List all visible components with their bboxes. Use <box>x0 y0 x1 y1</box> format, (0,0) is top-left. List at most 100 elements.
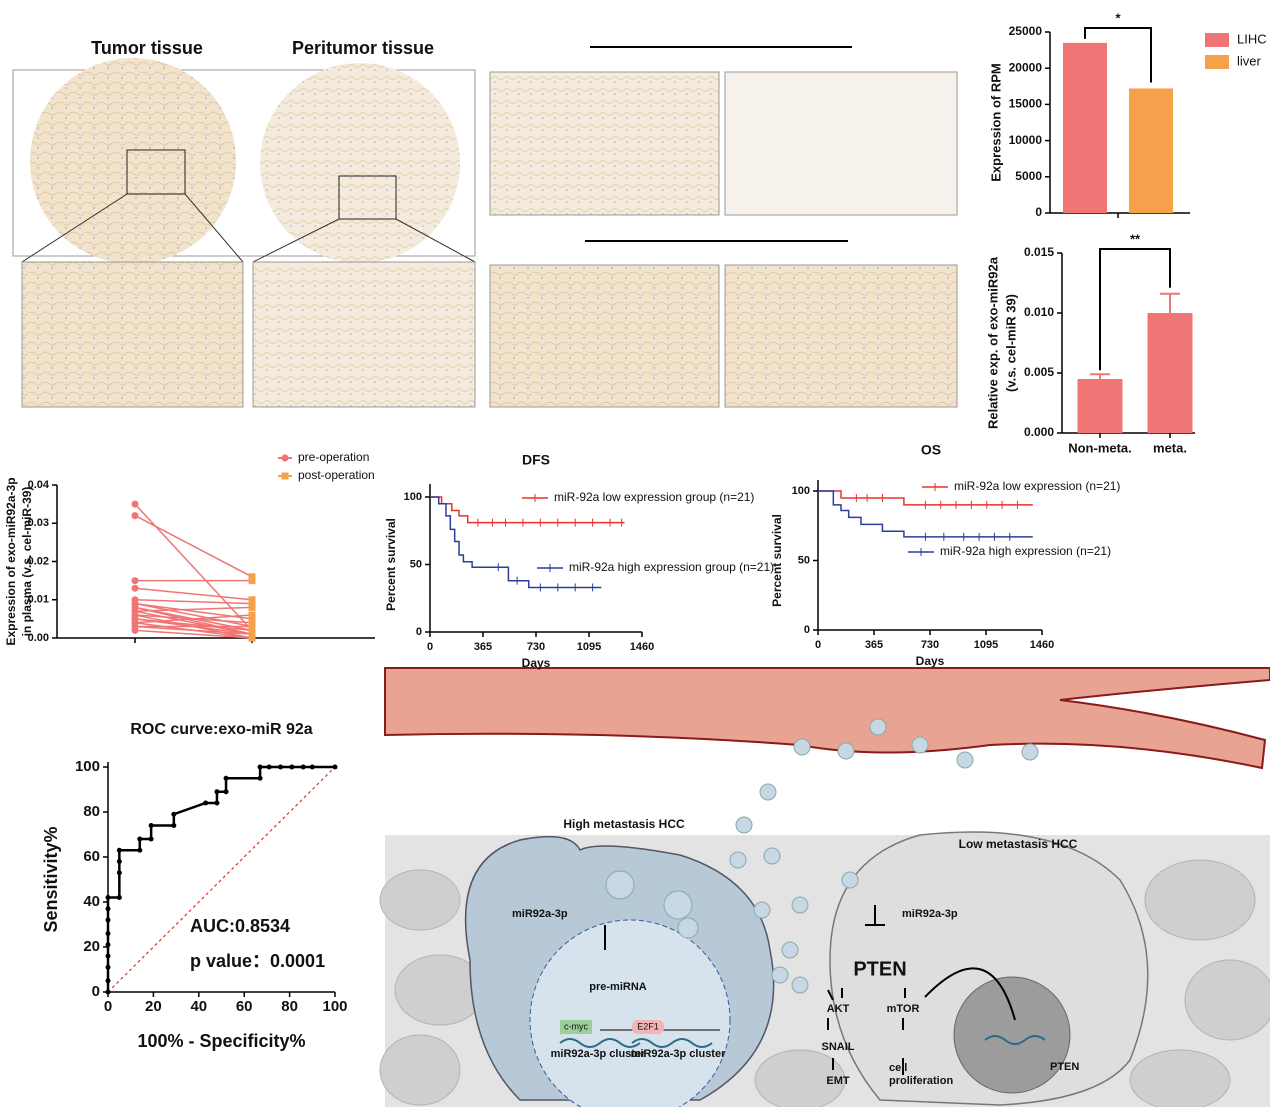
y-tick-label: 100 <box>404 491 422 503</box>
point <box>248 573 256 581</box>
chart-title: OS <box>921 442 941 458</box>
bar <box>1129 88 1173 213</box>
pair-line <box>134 629 253 639</box>
y-tick-label: 5000 <box>1015 169 1042 183</box>
y-tick-label: 50 <box>410 558 422 570</box>
roc-point <box>171 811 177 817</box>
x-tick-label: 40 <box>190 998 207 1015</box>
x-tick-label: 80 <box>281 998 298 1015</box>
point <box>248 630 256 638</box>
x-axis-label: 100% - Specificity% <box>137 1031 305 1051</box>
diagram-label: pre-miRNA <box>589 981 647 993</box>
survival-curve <box>430 496 602 589</box>
roc-point <box>116 847 122 853</box>
y-axis-label: Percent survival <box>770 514 784 607</box>
legend-label: miR-92a high expression group (n=21) <box>569 560 774 574</box>
x-tick-label: 730 <box>527 641 545 653</box>
diagram-label: SNAIL <box>822 1041 855 1053</box>
x-tick-label: 1460 <box>1030 639 1054 651</box>
roc-point <box>214 800 220 806</box>
x-axis-label: Days <box>522 656 551 670</box>
y-axis-label: Sensitivity% <box>41 826 61 932</box>
diagram-label: miR92a-3p cluster <box>631 1048 726 1060</box>
x-tick-label: meta. <box>1153 440 1187 455</box>
pair-line <box>134 599 253 605</box>
legend-label: liver <box>1237 53 1262 68</box>
y-tick-label: 20 <box>83 938 100 955</box>
roc-point <box>203 800 209 806</box>
y-tick-label: 0.01 <box>28 594 49 606</box>
panel-label: Tumor tissue <box>91 38 203 58</box>
y-tick-label: 100 <box>792 485 810 497</box>
y-axis-label: in plasma (v.s. cel-miR-39) <box>20 487 34 637</box>
diagram-label: PTEN <box>1050 1061 1079 1073</box>
diagram-label: c-myc <box>564 1021 588 1031</box>
significance-label: * <box>1115 10 1121 25</box>
roc-point <box>148 836 154 842</box>
chart-title: ROC curve:exo-miR 92a <box>130 721 312 738</box>
nucleus <box>529 919 731 1107</box>
tf-box <box>560 1020 592 1034</box>
legend-label: miR-92a high expression (n=21) <box>940 544 1111 558</box>
diagram <box>379 667 1270 1107</box>
y-tick-label: 20000 <box>1009 60 1043 74</box>
blood-vessel <box>384 667 1270 770</box>
roc-point <box>116 895 122 900</box>
x-tick-label: 365 <box>865 639 883 651</box>
pair-line <box>134 514 253 578</box>
arrows <box>827 1018 904 1075</box>
roc-point <box>116 859 122 864</box>
diagram-label: miR92a-3p <box>902 908 958 920</box>
error-bar <box>1160 292 1180 313</box>
y-tick-label: 25000 <box>1009 24 1043 38</box>
roc-point <box>309 764 315 770</box>
bar <box>1063 42 1107 213</box>
roc-point <box>105 942 111 948</box>
roc-point <box>257 764 263 770</box>
y-tick-label: 0 <box>416 626 422 638</box>
image <box>724 71 958 216</box>
arrows <box>604 905 1016 1021</box>
tissue-core <box>30 58 236 264</box>
tf-box <box>632 1020 664 1034</box>
diagram-label: Low metastasis HCC <box>959 837 1078 851</box>
roc-point <box>223 775 229 781</box>
diagram-label: High metastasis HCC <box>563 817 685 831</box>
y-axis-label: (v.s. cel-miR 39) <box>1003 294 1018 392</box>
image <box>252 261 476 408</box>
roc-point <box>300 764 306 770</box>
diagram-label: AKT <box>827 1003 850 1015</box>
significance-bracket <box>1099 248 1171 371</box>
vesicles <box>605 718 1039 994</box>
dna <box>559 1035 1046 1048</box>
diagram-label: cell <box>889 1062 907 1074</box>
reference-line <box>107 766 336 993</box>
y-axis-label: Relative exp. of exo-miR92a <box>985 256 1000 429</box>
image <box>489 71 720 216</box>
x-tick-label: 0 <box>815 639 821 651</box>
y-tick-label: 0 <box>1035 205 1042 219</box>
y-tick-label: 50 <box>798 554 810 566</box>
nucleus <box>953 976 1071 1094</box>
point <box>248 611 256 619</box>
y-tick-label: 0 <box>804 624 810 636</box>
point <box>248 596 256 604</box>
x-tick-label: 1095 <box>577 641 601 653</box>
diagram-label: miR92a-3p cluster <box>551 1048 646 1060</box>
point <box>248 600 256 608</box>
image <box>724 264 958 408</box>
pair-line <box>134 606 253 612</box>
survival-curve <box>430 496 625 524</box>
point <box>248 603 256 611</box>
error-bar <box>1090 373 1110 379</box>
roc-point <box>214 789 220 795</box>
point <box>131 626 139 634</box>
legend-swatch <box>1205 33 1229 47</box>
y-axis-label: Expression of exo-miR92a-3p <box>4 477 18 645</box>
x-tick-label: Non-meta. <box>1068 440 1132 455</box>
roc-point <box>257 775 263 781</box>
bar <box>1147 313 1193 433</box>
roc-point <box>105 953 111 959</box>
annotation: p value：0.0001 <box>190 951 325 971</box>
roc-point <box>105 906 111 912</box>
